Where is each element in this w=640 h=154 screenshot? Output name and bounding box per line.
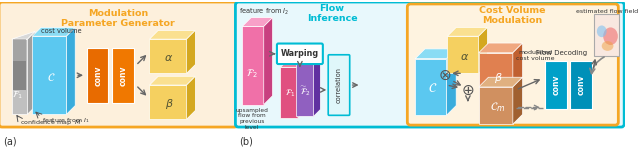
Polygon shape <box>447 27 488 36</box>
Polygon shape <box>67 27 76 114</box>
Polygon shape <box>264 18 273 105</box>
Text: $\alpha$: $\alpha$ <box>164 53 173 63</box>
Polygon shape <box>150 76 195 85</box>
Text: $\mathcal{C}$: $\mathcal{C}$ <box>47 71 55 83</box>
Polygon shape <box>415 59 447 115</box>
Polygon shape <box>113 48 134 103</box>
Text: $\otimes$: $\otimes$ <box>438 68 451 83</box>
Text: conv: conv <box>577 75 586 95</box>
Polygon shape <box>32 36 67 114</box>
Polygon shape <box>447 49 456 115</box>
Text: $\mathcal{C}$: $\mathcal{C}$ <box>428 82 437 95</box>
Text: modulated
cost volume: modulated cost volume <box>516 50 554 61</box>
Polygon shape <box>187 76 195 119</box>
Polygon shape <box>87 48 108 103</box>
Text: (a): (a) <box>3 137 17 147</box>
Polygon shape <box>296 56 321 63</box>
Polygon shape <box>187 30 195 73</box>
Polygon shape <box>150 39 187 73</box>
Text: $\mathcal{C}_m$: $\mathcal{C}_m$ <box>490 101 506 114</box>
Polygon shape <box>13 39 26 61</box>
Text: Cost Volume
Modulation: Cost Volume Modulation <box>479 6 545 25</box>
Text: $\alpha$: $\alpha$ <box>460 52 470 62</box>
Polygon shape <box>13 61 26 90</box>
Polygon shape <box>513 43 523 100</box>
Polygon shape <box>243 26 264 105</box>
Text: conv: conv <box>118 65 127 85</box>
Polygon shape <box>314 56 321 116</box>
Ellipse shape <box>597 25 607 37</box>
Polygon shape <box>298 61 305 118</box>
Polygon shape <box>570 61 592 109</box>
FancyBboxPatch shape <box>407 4 618 125</box>
Polygon shape <box>479 27 488 73</box>
Ellipse shape <box>603 27 618 45</box>
Text: feature from $I_1$: feature from $I_1$ <box>42 116 90 125</box>
FancyBboxPatch shape <box>0 2 237 127</box>
Polygon shape <box>280 67 298 118</box>
Polygon shape <box>513 77 523 124</box>
Polygon shape <box>415 49 456 59</box>
Polygon shape <box>243 18 273 26</box>
Ellipse shape <box>602 41 614 51</box>
Polygon shape <box>150 85 187 119</box>
Text: conv: conv <box>93 65 102 85</box>
Polygon shape <box>150 30 195 39</box>
Text: correlation: correlation <box>336 67 342 103</box>
Text: (b): (b) <box>239 137 253 147</box>
Text: estimated flow field: estimated flow field <box>575 9 637 14</box>
Text: $\mathcal{F}_2$: $\mathcal{F}_2$ <box>246 67 258 80</box>
Polygon shape <box>12 31 35 39</box>
Text: Modulation
Parameter Generator: Modulation Parameter Generator <box>61 9 175 28</box>
Text: cost volume: cost volume <box>41 28 82 34</box>
Polygon shape <box>594 14 620 56</box>
Polygon shape <box>447 36 479 73</box>
Polygon shape <box>296 63 314 116</box>
Polygon shape <box>479 43 523 53</box>
Text: $\widetilde{\mathcal{F}}_2$: $\widetilde{\mathcal{F}}_2$ <box>300 84 311 98</box>
FancyBboxPatch shape <box>236 2 624 127</box>
FancyBboxPatch shape <box>328 55 349 115</box>
Text: feature from $I_2$: feature from $I_2$ <box>239 7 289 17</box>
FancyBboxPatch shape <box>277 44 323 64</box>
Text: $\beta$: $\beta$ <box>494 71 502 85</box>
Polygon shape <box>479 53 513 100</box>
Text: Flow Decoding: Flow Decoding <box>536 50 588 56</box>
Text: $\mathcal{F}_1$: $\mathcal{F}_1$ <box>285 87 296 99</box>
Text: upsampled
flow from
previous
level: upsampled flow from previous level <box>236 107 268 130</box>
Text: confidence map  $M$: confidence map $M$ <box>20 118 81 127</box>
Polygon shape <box>28 31 35 114</box>
Text: conv: conv <box>551 75 560 95</box>
Text: $\mathcal{F}_1$: $\mathcal{F}_1$ <box>12 89 23 101</box>
Polygon shape <box>12 39 28 114</box>
Polygon shape <box>479 87 513 124</box>
Text: $\beta$: $\beta$ <box>164 97 173 111</box>
Polygon shape <box>280 61 305 67</box>
Text: $\oplus$: $\oplus$ <box>461 82 475 97</box>
Text: Flow
Inference: Flow Inference <box>307 4 357 23</box>
Polygon shape <box>479 77 523 87</box>
Polygon shape <box>32 27 76 36</box>
Text: Warping: Warping <box>281 49 319 58</box>
Polygon shape <box>545 61 566 109</box>
